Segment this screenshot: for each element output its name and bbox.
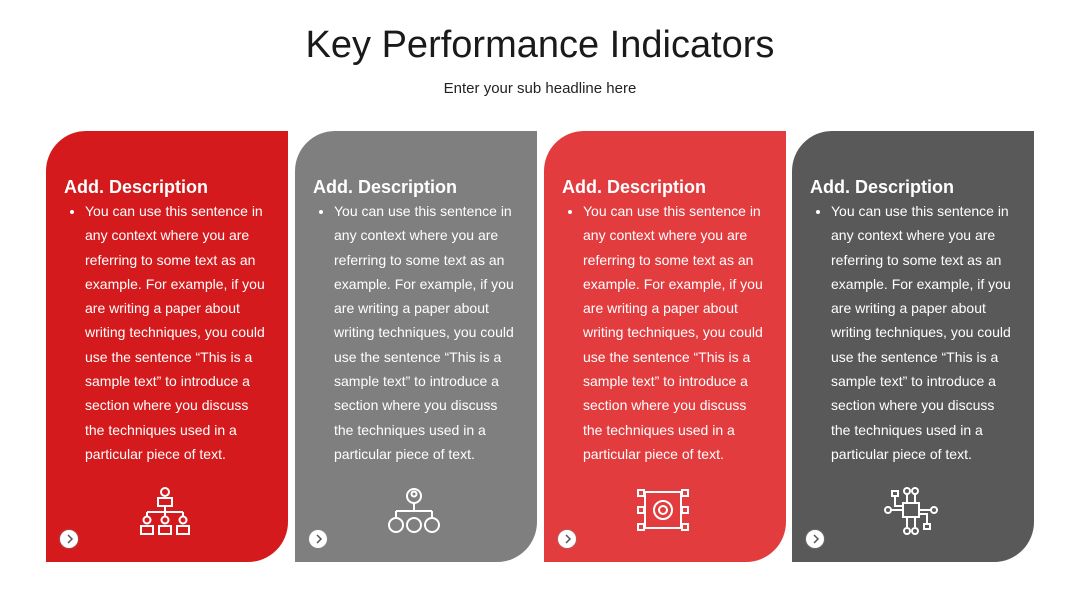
card-body: You can use this sentence in any context… [85,199,270,466]
network-icon [884,487,938,535]
subtitle: Enter your sub headline here [443,80,637,97]
card: Add. Description You can use this senten… [544,131,786,562]
card-body: You can use this sentence in any context… [334,199,519,466]
card-title: Add. Description [313,177,458,197]
hierarchy-icon [140,487,190,535]
card-body: You can use this sentence in any context… [831,199,1016,466]
chevron-button[interactable] [309,530,327,548]
card: Add. Description You can use this senten… [295,131,537,562]
card-body: You can use this sentence in any context… [583,199,768,466]
gear-icon [637,489,689,531]
card-title: Add. Description [64,177,209,197]
card-title: Add. Description [562,177,707,197]
card-title: Add. Description [810,177,955,197]
title: Key Performance Indicators [305,24,775,66]
chevron-button[interactable] [60,530,78,548]
card: Add. Description You can use this senten… [46,131,288,562]
chevron-button[interactable] [558,530,576,548]
card: Add. Description You can use this senten… [792,131,1034,562]
chevron-button[interactable] [806,530,824,548]
team-icon [388,488,440,533]
